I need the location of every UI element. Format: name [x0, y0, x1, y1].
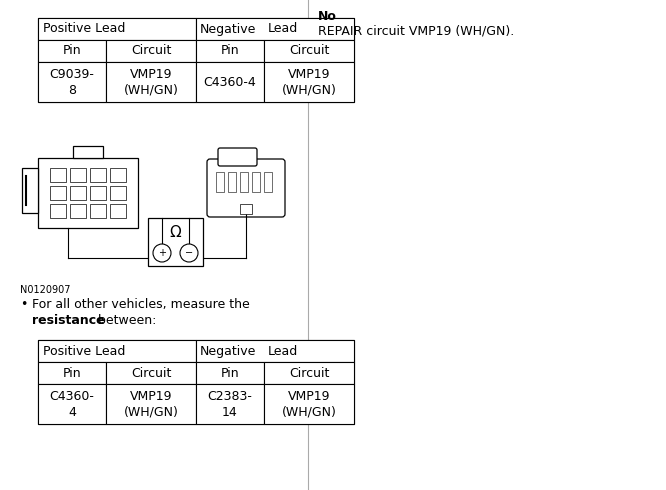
Text: Circuit: Circuit — [289, 45, 329, 57]
Text: N0120907: N0120907 — [20, 285, 71, 295]
Text: REPAIR circuit VMP19 (WH/GN).: REPAIR circuit VMP19 (WH/GN). — [318, 24, 514, 37]
Bar — [264, 172, 272, 192]
Bar — [38, 62, 106, 102]
Bar — [50, 168, 66, 182]
Text: VMP19
(WH/GN): VMP19 (WH/GN) — [124, 390, 178, 418]
Text: Positive Lead: Positive Lead — [43, 344, 125, 358]
Text: Pin: Pin — [63, 367, 81, 379]
Text: Pin: Pin — [220, 367, 239, 379]
Bar — [50, 204, 66, 218]
Bar — [70, 168, 86, 182]
FancyBboxPatch shape — [207, 159, 285, 217]
Bar — [148, 218, 203, 266]
Text: VMP19
(WH/GN): VMP19 (WH/GN) — [282, 68, 336, 97]
Bar — [196, 362, 264, 384]
Text: C9039-
8: C9039- 8 — [49, 68, 95, 97]
Text: −: − — [185, 248, 193, 258]
Text: Pin: Pin — [63, 45, 81, 57]
Text: Negative: Negative — [200, 23, 256, 35]
Text: Negative: Negative — [200, 344, 256, 358]
Bar — [216, 172, 224, 192]
Bar — [240, 204, 252, 214]
Bar — [38, 340, 354, 424]
Bar — [110, 204, 126, 218]
Bar — [196, 40, 264, 62]
Bar — [38, 362, 106, 384]
Bar — [22, 168, 38, 213]
Bar — [264, 384, 354, 424]
Text: Ω: Ω — [170, 224, 181, 240]
Bar — [264, 40, 354, 62]
Bar — [70, 186, 86, 200]
Text: C4360-
4: C4360- 4 — [49, 390, 95, 418]
Bar — [196, 384, 264, 424]
Circle shape — [153, 244, 171, 262]
Bar — [90, 204, 106, 218]
Bar — [106, 62, 196, 102]
Bar — [50, 186, 66, 200]
Bar — [110, 168, 126, 182]
Text: VMP19
(WH/GN): VMP19 (WH/GN) — [124, 68, 178, 97]
Text: VMP19
(WH/GN): VMP19 (WH/GN) — [282, 390, 336, 418]
Bar — [264, 362, 354, 384]
Bar — [73, 146, 103, 158]
Bar — [90, 186, 106, 200]
Bar — [90, 168, 106, 182]
Bar — [106, 40, 196, 62]
Bar — [70, 204, 86, 218]
Bar — [196, 340, 354, 362]
Text: Pin: Pin — [220, 45, 239, 57]
Text: Positive Lead: Positive Lead — [43, 23, 125, 35]
Bar — [196, 18, 354, 40]
Text: Circuit: Circuit — [131, 45, 171, 57]
Bar — [252, 172, 260, 192]
Bar — [106, 384, 196, 424]
Text: •: • — [20, 298, 27, 311]
Bar — [38, 18, 354, 102]
Text: Lead: Lead — [268, 344, 298, 358]
Bar — [38, 40, 106, 62]
Text: Circuit: Circuit — [289, 367, 329, 379]
Bar — [38, 340, 196, 362]
Bar — [38, 384, 106, 424]
Bar — [240, 172, 248, 192]
Text: C4360-4: C4360-4 — [204, 75, 256, 89]
Text: Lead: Lead — [268, 23, 298, 35]
Bar — [38, 158, 138, 228]
Text: No: No — [318, 10, 337, 23]
Text: between:: between: — [94, 314, 157, 327]
Bar — [106, 362, 196, 384]
Text: C2383-
14: C2383- 14 — [208, 390, 252, 418]
Text: Circuit: Circuit — [131, 367, 171, 379]
Bar — [38, 18, 196, 40]
Bar — [228, 172, 236, 192]
Text: For all other vehicles, measure the: For all other vehicles, measure the — [32, 298, 250, 311]
Bar — [196, 62, 264, 102]
Circle shape — [180, 244, 198, 262]
Bar — [110, 186, 126, 200]
FancyBboxPatch shape — [218, 148, 257, 166]
Text: resistance: resistance — [32, 314, 105, 327]
Bar — [264, 62, 354, 102]
Text: +: + — [158, 248, 166, 258]
